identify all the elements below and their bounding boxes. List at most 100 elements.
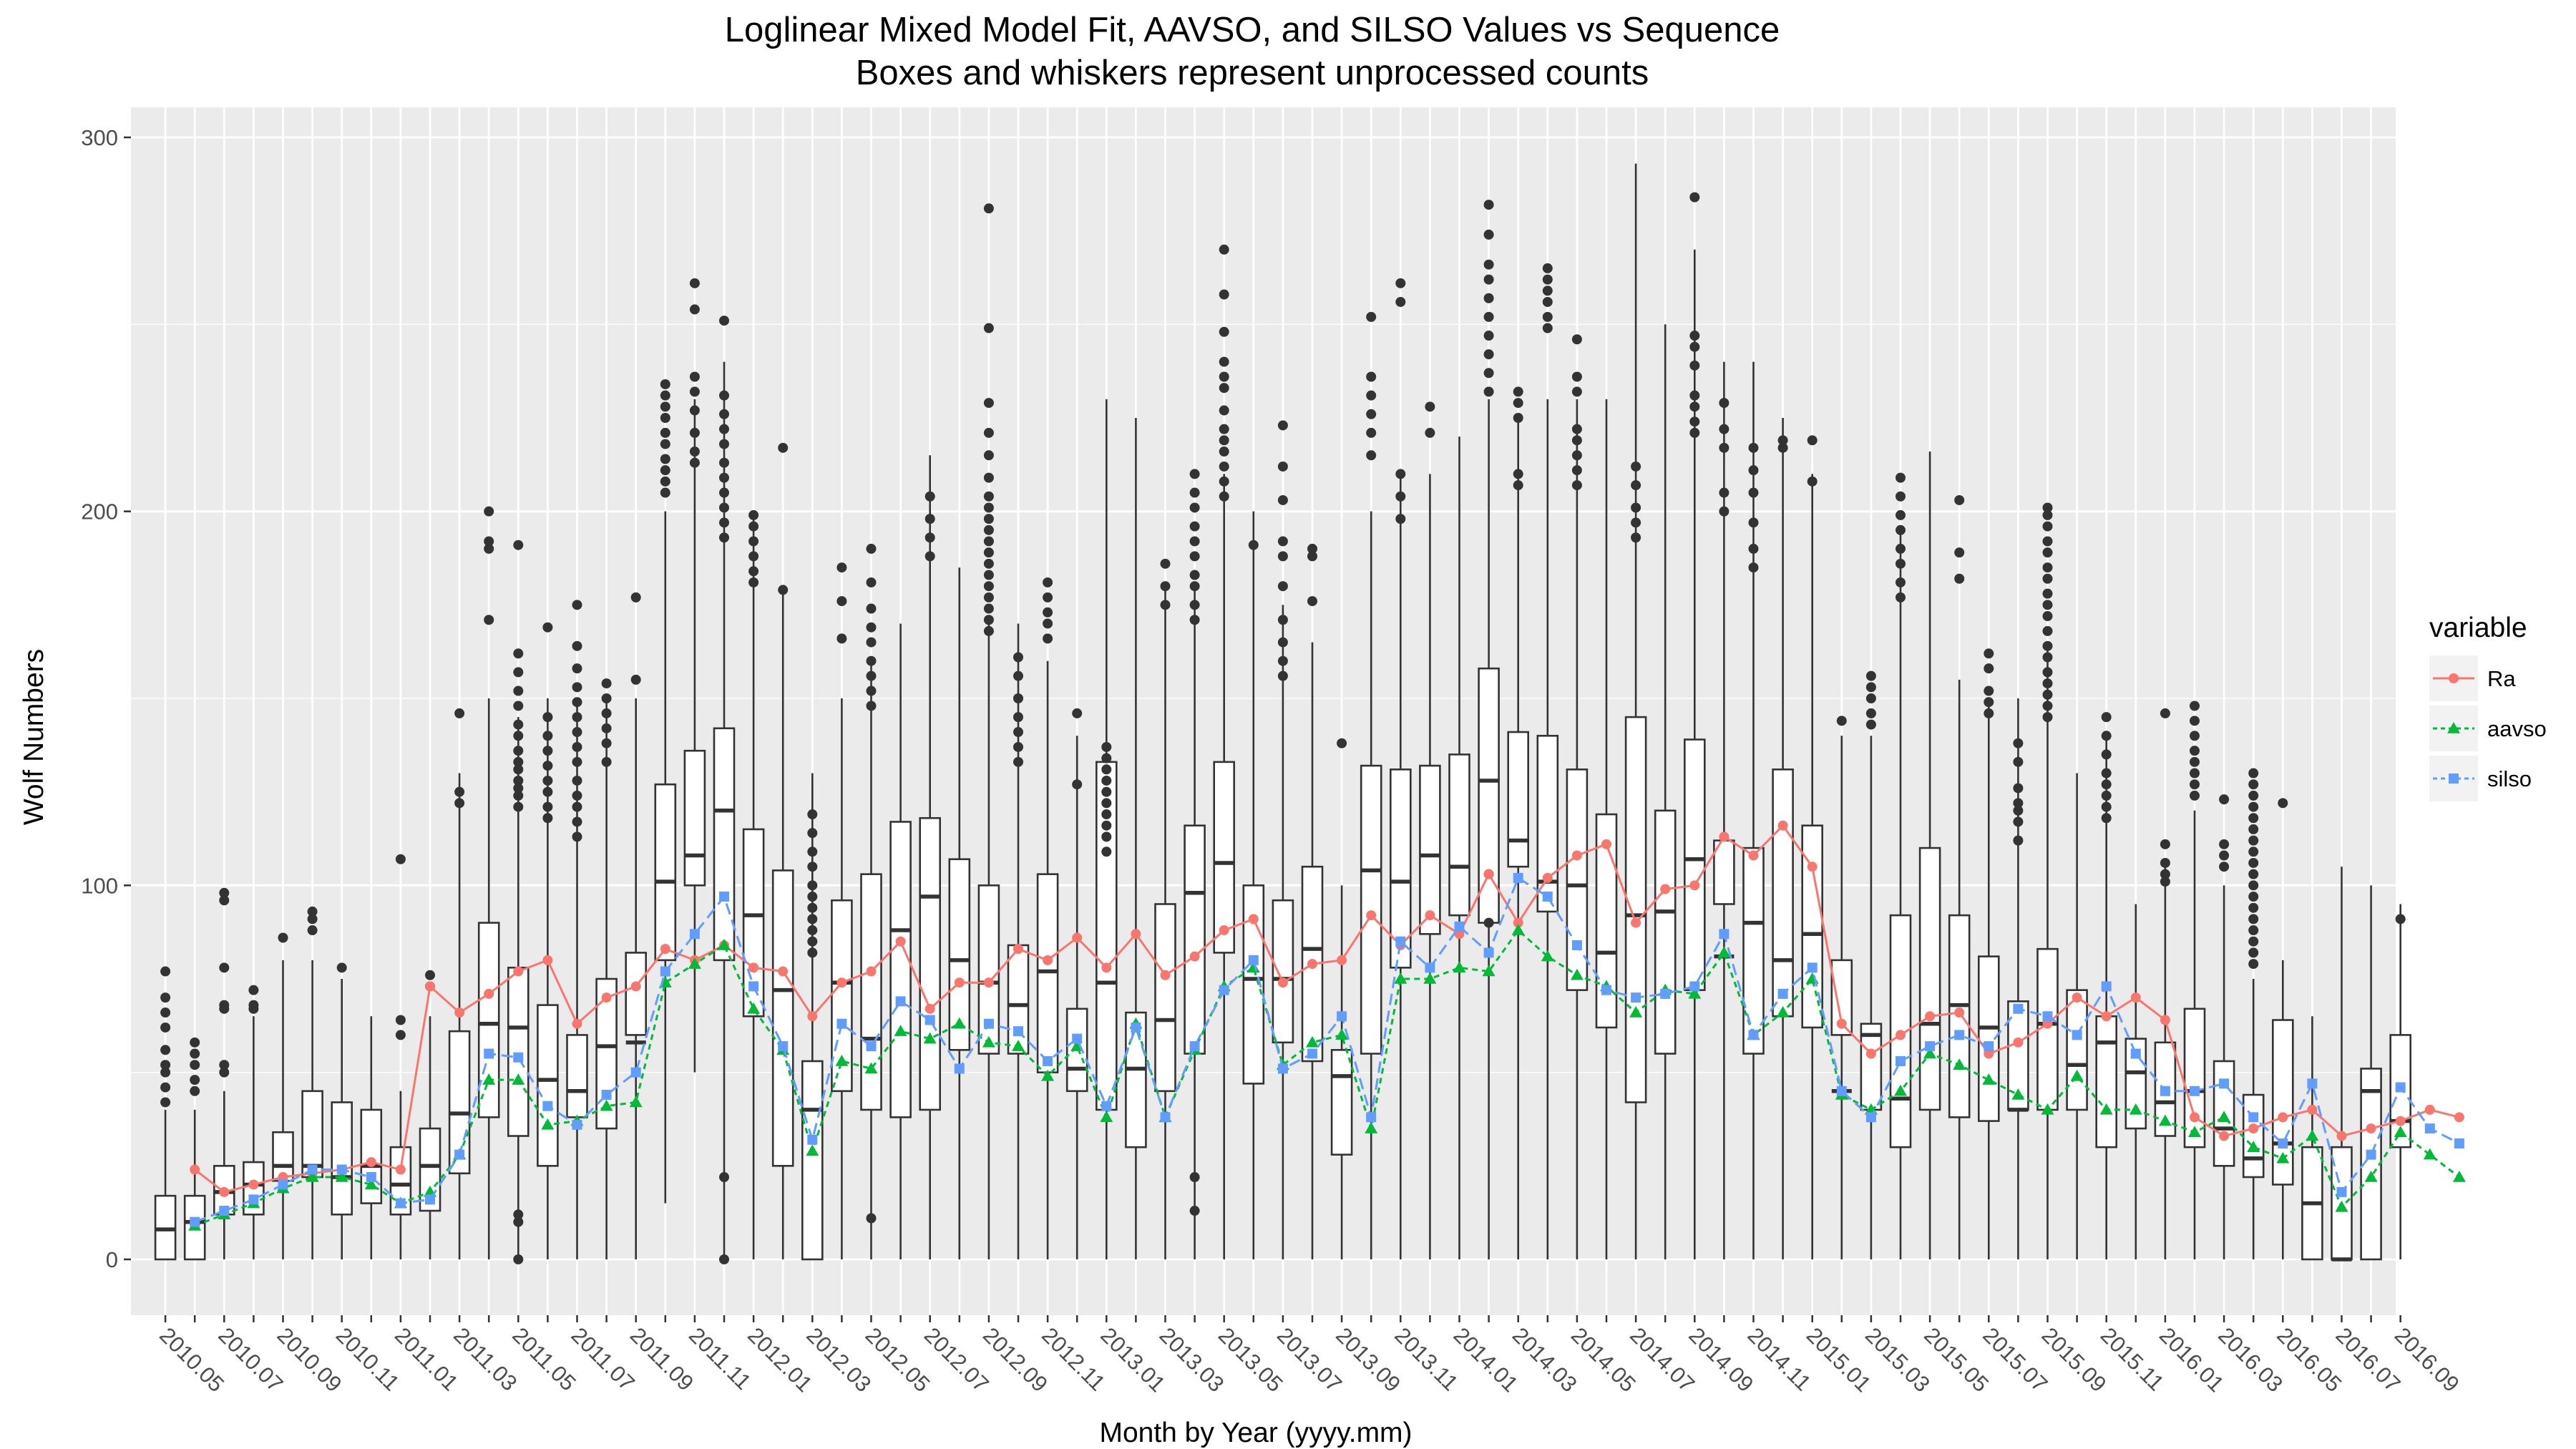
outlier-point [2042,625,2053,636]
x-tick-label: 2011.09 [625,1322,698,1395]
outlier-point [1307,596,1317,607]
box-iqr [1772,769,1794,1018]
point-Ra [1160,970,1171,980]
outlier-point [1748,562,1759,573]
box-2010.06 [183,1037,206,1261]
y-tick-label: 0 [106,1247,118,1272]
outlier-point [719,517,729,528]
outlier-point [2190,716,2200,726]
point-aavso [364,1178,378,1190]
outlier-point [2190,756,2200,767]
outlier-point [1366,390,1377,401]
outlier-point [513,764,524,775]
outlier-point [1101,775,1112,786]
outlier-point [2248,959,2259,970]
outlier-point [1865,719,1876,730]
point-Ra [425,981,435,992]
outlier-point [866,603,877,614]
outlier-point [2101,790,2112,801]
box-iqr [1213,761,1235,954]
outlier-point [2042,640,2053,651]
outlier-point [1631,532,1641,543]
outlier-point [1160,581,1171,592]
point-Ra [983,977,994,988]
box-iqr [507,967,530,1137]
box-iqr [1390,769,1412,969]
outlier-point [1219,461,1229,472]
point-Ra [1954,1008,1965,1018]
point-Ra [219,1186,230,1197]
outlier-point [307,925,318,936]
outlier-point [1219,476,1229,487]
x-axis-title: Month by Year (yyyy.mm) [1099,1418,1412,1448]
point-aavso [512,1073,525,1085]
outlier-point [1366,371,1377,382]
point-aavso [2394,1126,2407,1138]
box-iqr [1713,839,1735,905]
outlier-point [1483,259,1494,270]
box-iqr [919,816,941,1111]
outlier-point [572,600,582,610]
outlier-point [1483,274,1494,285]
outlier-point [2013,756,2024,767]
box-2014.12 [1772,418,1794,1259]
point-Ra [1865,1048,1876,1059]
box-2016.04 [2242,768,2265,1259]
point-Ra [1631,917,1641,928]
outlier-point [1689,341,1700,352]
point-Ra [1807,862,1818,872]
point-aavso [2364,1171,2378,1182]
point-silso [719,892,729,902]
box-iqr [1654,809,1677,1055]
outlier-point [542,813,553,824]
point-Ra [866,966,877,977]
box-iqr [1125,1011,1147,1148]
outlier-point [1219,491,1229,502]
outlier-point [983,603,994,614]
point-silso [1395,936,1406,947]
outlier-point [719,424,729,434]
box-2014.08 [1654,324,1677,1259]
point-Ra [1719,831,1729,842]
outlier-point [2248,914,2259,924]
outlier-point [2160,877,2170,887]
x-tick-label: 2015.09 [2037,1322,2112,1397]
x-tick-label: 2013.03 [1155,1322,1229,1397]
box-iqr [1566,769,1589,991]
outlier-point [1483,311,1494,322]
outlier-point [836,633,847,644]
point-Ra [366,1157,376,1168]
point-silso [1865,1112,1876,1123]
outlier-point [1219,244,1229,255]
point-Ra [542,955,553,965]
point-silso [1454,921,1465,932]
outlier-point [778,442,789,453]
box-2011.06 [537,622,559,1259]
outlier-point [1571,480,1582,491]
outlier-point [689,447,700,457]
outlier-point [807,925,818,936]
point-silso [1131,1022,1141,1033]
outlier-point [513,648,524,659]
point-aavso [894,1025,907,1036]
point-aavso [2099,1103,2113,1115]
point-Ra [1748,850,1759,861]
outlier-point [160,992,171,1003]
outlier-point [1777,442,1788,453]
outlier-point [572,640,582,651]
point-silso [601,1090,612,1101]
legend-label: Ra [2487,666,2516,691]
box-iqr [2066,989,2088,1111]
outlier-point [983,398,994,409]
outlier-point [2042,712,2053,723]
box-2012.06 [889,623,912,1259]
point-Ra [1101,962,1112,973]
outlier-point [1689,331,1700,341]
x-tick-label: 2016.03 [2213,1322,2288,1397]
outlier-point [160,1060,171,1070]
point-Ra [2454,1112,2464,1123]
outlier-point [660,401,670,412]
outlier-point [395,1030,406,1040]
outlier-point [748,551,759,562]
box-2010.11 [331,962,353,1259]
